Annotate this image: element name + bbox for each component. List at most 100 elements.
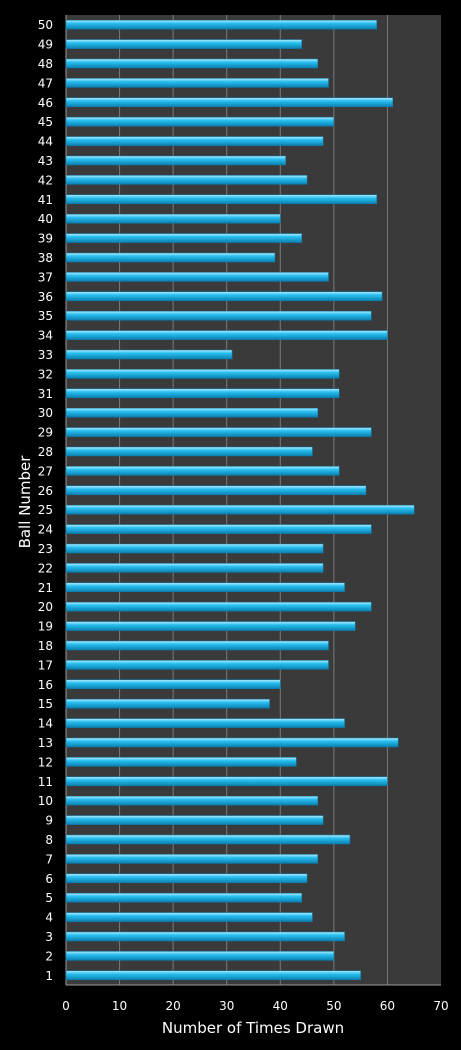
y-tick-label: 9 <box>45 814 53 828</box>
y-tick-label: 32 <box>38 367 53 381</box>
x-tick-labels: 0 10 20 30 40 50 60 70 <box>62 999 448 1013</box>
bar-ball-27 <box>65 466 340 476</box>
y-tick-label: 34 <box>38 329 53 343</box>
x-tick-label: 20 <box>166 999 181 1013</box>
bar-ball-18 <box>65 640 329 651</box>
y-tick-label: 5 <box>45 891 53 905</box>
y-tick-label: 29 <box>38 426 53 440</box>
bar-ball-34 <box>65 330 388 340</box>
bar-ball-29 <box>65 427 372 437</box>
y-tick-label: 31 <box>38 387 53 401</box>
y-tick-label: 18 <box>38 639 53 653</box>
y-tick-label: 24 <box>38 523 53 537</box>
bar-ball-37 <box>65 272 329 282</box>
y-tick-label: 45 <box>38 115 53 129</box>
bar-ball-39 <box>65 233 302 243</box>
y-tick-label: 10 <box>38 794 53 808</box>
bar-ball-24 <box>65 524 372 534</box>
y-tick-label: 50 <box>38 18 53 32</box>
y-tick-label: 48 <box>38 57 53 71</box>
bar-ball-47 <box>65 78 329 88</box>
bar-ball-36 <box>65 291 383 302</box>
y-tick-label: 42 <box>38 173 53 187</box>
bar-ball-5 <box>65 892 302 903</box>
y-tick-label: 25 <box>38 503 53 517</box>
bar-ball-31 <box>65 388 340 399</box>
bar-ball-42 <box>65 175 308 185</box>
bar-ball-20 <box>65 601 372 612</box>
y-tick-label: 38 <box>38 251 53 265</box>
y-tick-label: 35 <box>38 309 53 323</box>
bar-ball-7 <box>65 854 319 864</box>
bar-ball-21 <box>65 582 345 593</box>
y-tick-label: 7 <box>45 852 53 866</box>
y-tick-label: 21 <box>38 581 53 595</box>
bar-ball-25 <box>65 504 415 515</box>
y-tick-label: 46 <box>38 96 53 110</box>
bar-ball-13 <box>65 737 399 748</box>
bar-ball-3 <box>65 931 345 942</box>
y-tick-label: 44 <box>38 135 53 149</box>
bar-ball-14 <box>65 718 345 728</box>
y-tick-label: 23 <box>38 542 53 556</box>
x-tick-label: 70 <box>433 999 448 1013</box>
y-tick-label: 30 <box>38 406 53 420</box>
bar-ball-48 <box>65 58 319 69</box>
bar-ball-10 <box>65 795 319 806</box>
y-tick-label: 40 <box>38 212 53 226</box>
bar-ball-49 <box>65 39 302 49</box>
bar-ball-30 <box>65 407 319 418</box>
y-tick-label: 1 <box>45 969 53 983</box>
bar-ball-41 <box>65 194 377 205</box>
bar-ball-28 <box>65 446 313 457</box>
x-tick-label: 50 <box>326 999 341 1013</box>
bar-ball-26 <box>65 485 367 496</box>
y-tick-label: 37 <box>38 270 53 284</box>
y-tick-label: 27 <box>38 464 53 478</box>
bar-ball-35 <box>65 310 372 321</box>
bar-ball-43 <box>65 155 286 166</box>
bar-ball-19 <box>65 621 356 631</box>
bar-ball-22 <box>65 563 324 573</box>
y-tick-label: 26 <box>38 484 53 498</box>
y-tick-label: 28 <box>38 445 53 459</box>
bar-ball-8 <box>65 834 351 845</box>
y-tick-label: 3 <box>45 930 53 944</box>
y-tick-label: 13 <box>38 736 53 750</box>
x-tick-label: 0 <box>62 999 70 1013</box>
bar-ball-1 <box>65 970 361 981</box>
bar-ball-2 <box>65 951 335 961</box>
bar-ball-23 <box>65 543 324 554</box>
bar-ball-50 <box>65 19 377 30</box>
bar-ball-17 <box>65 660 329 670</box>
x-tick-label: 60 <box>380 999 395 1013</box>
bar-ball-45 <box>65 116 335 127</box>
bar-ball-38 <box>65 252 276 263</box>
y-tick-label: 22 <box>38 561 53 575</box>
x-tick-label: 30 <box>219 999 234 1013</box>
y-tick-label: 19 <box>38 620 53 634</box>
bar-ball-44 <box>65 136 324 146</box>
y-tick-label: 15 <box>38 697 53 711</box>
y-tick-label: 16 <box>38 678 53 692</box>
bar-ball-9 <box>65 815 324 825</box>
x-tick-label: 10 <box>112 999 127 1013</box>
y-tick-label: 43 <box>38 154 53 168</box>
y-tick-label: 33 <box>38 348 53 362</box>
bar-ball-4 <box>65 912 313 922</box>
y-tick-label: 36 <box>38 290 53 304</box>
bar-ball-12 <box>65 757 297 767</box>
y-tick-labels: 1234567891011121314151617181920212223242… <box>38 18 53 983</box>
y-tick-label: 39 <box>38 232 53 246</box>
bar-ball-33 <box>65 349 233 360</box>
y-tick-label: 20 <box>38 600 53 614</box>
y-tick-label: 12 <box>38 755 53 769</box>
x-axis-title: Number of Times Drawn <box>162 1019 344 1037</box>
y-tick-label: 2 <box>45 949 53 963</box>
bar-ball-46 <box>65 97 394 108</box>
bars <box>65 19 415 981</box>
y-tick-label: 11 <box>38 775 53 789</box>
bar-ball-6 <box>65 873 308 884</box>
y-tick-label: 8 <box>45 833 53 847</box>
